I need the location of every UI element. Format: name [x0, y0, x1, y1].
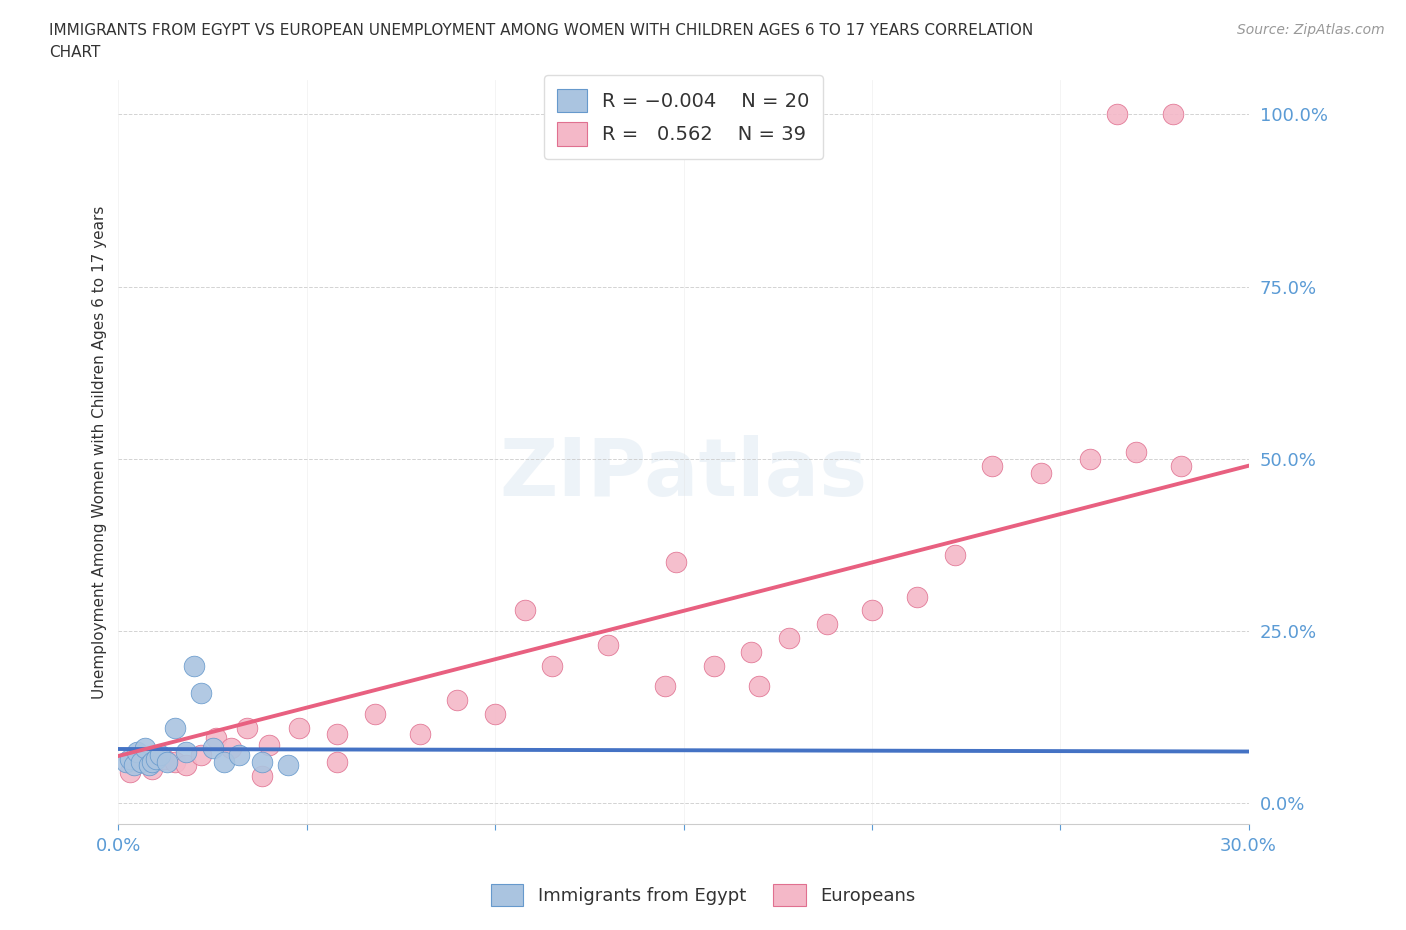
- Legend: R = −0.004    N = 20, R =   0.562    N = 39: R = −0.004 N = 20, R = 0.562 N = 39: [544, 75, 823, 159]
- Point: [141, 754, 163, 769]
- Text: CHART: CHART: [49, 45, 101, 60]
- Point: [288, 720, 311, 735]
- Point: [1170, 458, 1192, 473]
- Text: ZIPatlas: ZIPatlas: [499, 435, 868, 513]
- Point: [905, 590, 928, 604]
- Point: [363, 707, 385, 722]
- Point: [665, 555, 688, 570]
- Point: [127, 744, 149, 759]
- Point: [748, 679, 770, 694]
- Point: [1105, 107, 1128, 122]
- Point: [228, 748, 250, 763]
- Point: [409, 727, 432, 742]
- Point: [212, 754, 235, 769]
- Point: [122, 758, 145, 773]
- Point: [174, 758, 197, 773]
- Point: [141, 762, 163, 777]
- Point: [446, 693, 468, 708]
- Point: [778, 631, 800, 645]
- Point: [145, 751, 167, 766]
- Point: [221, 741, 243, 756]
- Point: [163, 754, 186, 769]
- Point: [740, 644, 762, 659]
- Point: [257, 737, 280, 752]
- Point: [250, 768, 273, 783]
- Point: [235, 720, 257, 735]
- Point: [174, 744, 197, 759]
- Point: [1161, 107, 1184, 122]
- Point: [163, 720, 186, 735]
- Point: [484, 707, 506, 722]
- Point: [1125, 445, 1147, 459]
- Point: [654, 679, 676, 694]
- Point: [1031, 465, 1053, 480]
- Point: [183, 658, 205, 673]
- Text: Source: ZipAtlas.com: Source: ZipAtlas.com: [1237, 23, 1385, 37]
- Point: [326, 754, 349, 769]
- Point: [205, 730, 228, 745]
- Y-axis label: Unemployment Among Women with Children Ages 6 to 17 years: Unemployment Among Women with Children A…: [93, 206, 107, 698]
- Point: [277, 758, 299, 773]
- Point: [149, 748, 172, 763]
- Point: [981, 458, 1004, 473]
- Legend: Immigrants from Egypt, Europeans: Immigrants from Egypt, Europeans: [484, 877, 922, 913]
- Point: [190, 685, 212, 700]
- Point: [250, 754, 273, 769]
- Point: [201, 741, 224, 756]
- Point: [190, 748, 212, 763]
- Point: [326, 727, 349, 742]
- Point: [138, 758, 160, 773]
- Point: [860, 603, 883, 618]
- Point: [129, 754, 152, 769]
- Point: [943, 548, 966, 563]
- Point: [703, 658, 725, 673]
- Point: [815, 617, 838, 631]
- Point: [598, 637, 620, 652]
- Point: [540, 658, 562, 673]
- Point: [152, 751, 174, 766]
- Point: [156, 754, 179, 769]
- Point: [115, 754, 138, 769]
- Text: IMMIGRANTS FROM EGYPT VS EUROPEAN UNEMPLOYMENT AMONG WOMEN WITH CHILDREN AGES 6 : IMMIGRANTS FROM EGYPT VS EUROPEAN UNEMPL…: [49, 23, 1033, 38]
- Point: [1080, 451, 1102, 466]
- Point: [134, 741, 156, 756]
- Point: [118, 765, 141, 780]
- Point: [118, 751, 141, 766]
- Point: [129, 754, 152, 769]
- Point: [515, 603, 537, 618]
